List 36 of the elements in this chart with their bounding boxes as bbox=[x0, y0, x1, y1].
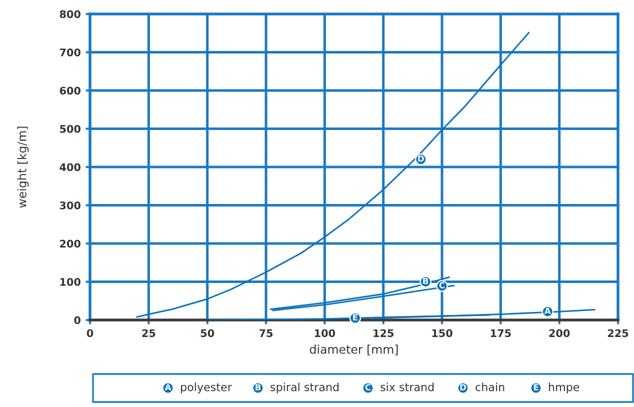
text: E bbox=[534, 384, 538, 390]
y-axis-title: weight [kg/m] bbox=[17, 126, 29, 208]
x-tick-label: 125 bbox=[374, 329, 394, 338]
text: A bbox=[164, 384, 172, 390]
x-axis-title: diameter [mm] bbox=[310, 344, 398, 356]
y-tick-label: 700 bbox=[60, 48, 80, 56]
text: C bbox=[365, 384, 371, 390]
x-tick-label: 25 bbox=[142, 329, 156, 338]
y-tick-label: 400 bbox=[60, 163, 80, 172]
x-tick-label: 200 bbox=[549, 329, 570, 338]
legend-label: spiral strand bbox=[270, 382, 339, 394]
text: B bbox=[256, 384, 261, 390]
text: D bbox=[460, 384, 466, 390]
y-tick-label: 600 bbox=[60, 86, 80, 95]
x-tick-label: 150 bbox=[432, 329, 452, 338]
y-tick-label: 100 bbox=[60, 278, 80, 286]
y-tick-label: 0 bbox=[74, 316, 80, 324]
legend-label: six strand bbox=[380, 382, 434, 392]
y-tick-label: 800 bbox=[60, 10, 80, 18]
legend-label: chain bbox=[476, 382, 504, 392]
x-tick-label: 225 bbox=[608, 329, 628, 338]
legend-label: hmpe bbox=[549, 382, 580, 394]
x-tick-label: 75 bbox=[259, 329, 273, 338]
annotation: E bbox=[353, 314, 358, 320]
x-tick-label: 100 bbox=[314, 329, 336, 338]
y-tick-label: 500 bbox=[60, 124, 80, 133]
y-tick-label: 300 bbox=[60, 201, 80, 210]
x-tick-label: 175 bbox=[490, 329, 511, 338]
annotation: C bbox=[439, 282, 445, 288]
legend-label: polyester bbox=[181, 382, 232, 394]
x-tick-label: 50 bbox=[200, 329, 214, 338]
annotation: A bbox=[544, 308, 551, 314]
annotation: D bbox=[418, 156, 424, 162]
y-tick-label: 200 bbox=[60, 240, 80, 248]
annotation: B bbox=[423, 278, 428, 284]
x-tick-label: 0 bbox=[86, 329, 94, 338]
